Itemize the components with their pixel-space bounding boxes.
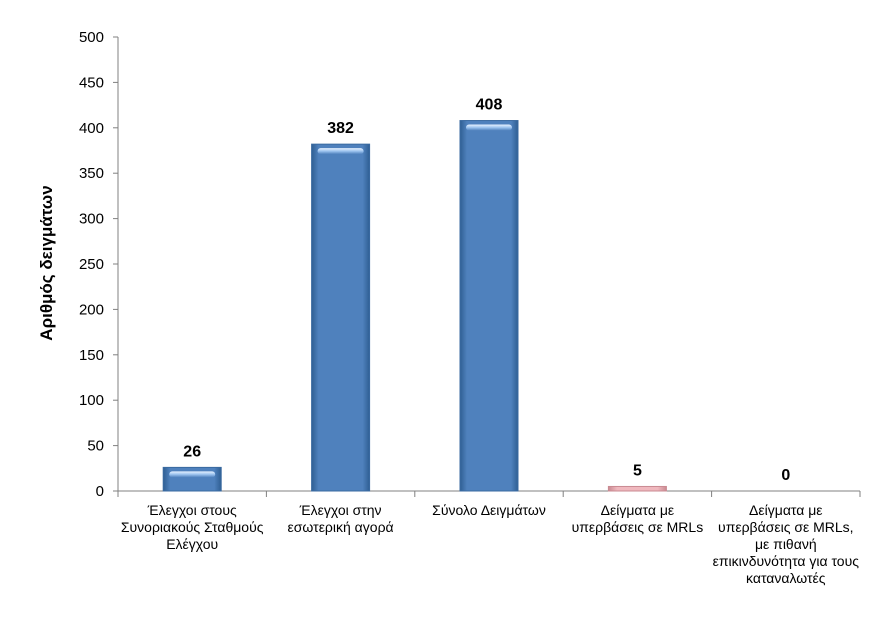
y-tick-label: 200 bbox=[79, 301, 104, 318]
bar-highlight bbox=[169, 471, 216, 478]
data-label: 5 bbox=[633, 462, 642, 479]
data-label: 408 bbox=[476, 97, 503, 114]
data-label: 0 bbox=[781, 467, 790, 484]
bar bbox=[607, 485, 667, 492]
y-tick-label: 400 bbox=[79, 120, 104, 137]
x-category-label: Έλεγχοι στους Συνοριακούς Σταθμούς Ελέγχ… bbox=[120, 502, 264, 552]
x-category-label: Δείγματα με υπερβάσεις σε MRLs bbox=[571, 502, 704, 535]
y-tick-label: 0 bbox=[96, 483, 104, 500]
y-tick-label: 500 bbox=[79, 29, 104, 46]
y-axis-label: Αριθμός δειγμάτων bbox=[37, 185, 56, 340]
data-label: 26 bbox=[183, 443, 201, 460]
y-tick-label: 250 bbox=[79, 256, 104, 273]
y-tick-label: 450 bbox=[79, 74, 104, 91]
y-tick-label: 50 bbox=[87, 438, 104, 455]
bar bbox=[459, 120, 519, 492]
data-label: 382 bbox=[327, 120, 354, 137]
y-tick-label: 300 bbox=[79, 211, 104, 228]
bar-highlight bbox=[466, 124, 512, 131]
x-category-label: Έλεγχοι στην εσωτερική αγορά bbox=[287, 502, 394, 535]
bar-highlight bbox=[317, 148, 364, 155]
bar bbox=[162, 466, 222, 492]
y-tick-label: 150 bbox=[79, 347, 104, 364]
x-category-label: Σύνολο Δειγμάτων bbox=[432, 502, 546, 518]
x-category-label: Δείγματα με υπερβάσεις σε MRLs, με πιθαν… bbox=[712, 502, 859, 586]
bar bbox=[311, 143, 371, 492]
y-tick-label: 350 bbox=[79, 165, 104, 182]
y-tick-label: 100 bbox=[79, 392, 104, 409]
